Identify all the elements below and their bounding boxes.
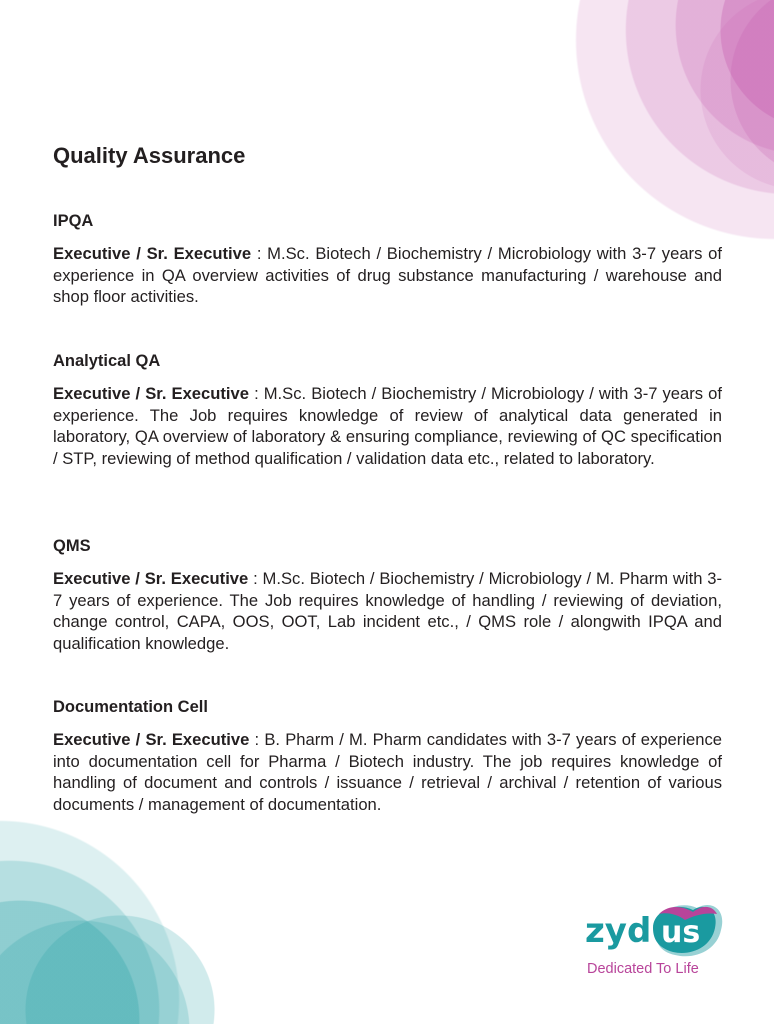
role-description: : M.Sc. Biotech / Biochemistry / Microbi…	[53, 244, 722, 307]
role-label: Executive / Sr. Executive	[53, 384, 249, 403]
section-heading: Analytical QA	[53, 352, 161, 370]
section-body: Executive / Sr. Executive : M.Sc. Biotec…	[53, 243, 722, 308]
role-description: : M.Sc. Biotech / Biochemistry / Microbi…	[53, 569, 722, 653]
page-title: Quality Assurance	[53, 143, 246, 168]
role-label: Executive / Sr. Executive	[53, 244, 252, 263]
section-analytical-qa: Analytical QA Executive / Sr. Executive …	[53, 352, 722, 469]
section-body: Executive / Sr. Executive : M.Sc. Biotec…	[53, 383, 722, 469]
logo-tagline: Dedicated To Life	[587, 961, 699, 977]
role-description: : M.Sc. Biotech / Biochemistry / Microbi…	[53, 384, 722, 468]
section-qms: QMS Executive / Sr. Executive : M.Sc. Bi…	[53, 537, 722, 654]
section-documentation-cell: Documentation Cell Executive / Sr. Execu…	[53, 698, 722, 815]
section-heading: Documentation Cell	[53, 698, 208, 716]
role-description: : B. Pharm / M. Pharm candidates with 3-…	[53, 730, 722, 814]
section-heading: IPQA	[53, 212, 94, 230]
zydus-logo: zyd us	[585, 904, 723, 957]
logo-wordmark-us: us	[661, 915, 700, 950]
logo-wordmark-zyd: zyd	[585, 911, 651, 951]
role-label: Executive / Sr. Executive	[53, 569, 249, 588]
section-body: Executive / Sr. Executive : M.Sc. Biotec…	[53, 568, 722, 654]
section-heading: QMS	[53, 537, 91, 555]
role-label: Executive / Sr. Executive	[53, 730, 250, 749]
section-body: Executive / Sr. Executive : B. Pharm / M…	[53, 729, 722, 815]
section-ipqa: IPQA Executive / Sr. Executive : M.Sc. B…	[53, 212, 722, 308]
